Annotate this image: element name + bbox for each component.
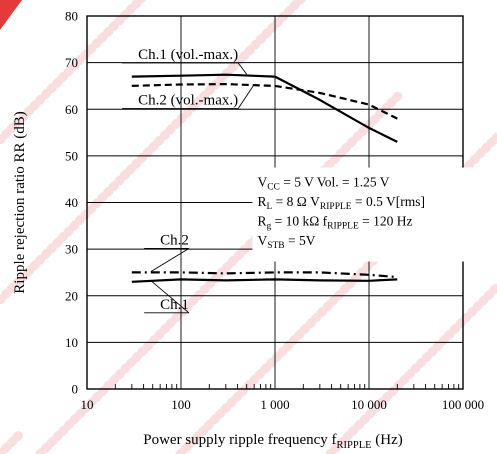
minor-ticks: [114, 384, 460, 389]
series-label-4: Ch.1: [160, 297, 189, 313]
y-tick-label: 70: [65, 55, 78, 70]
series-line-1: [131, 73, 398, 143]
y-tick-label: 10: [65, 335, 78, 350]
y-tick-label: 40: [65, 195, 78, 210]
y-tick-label: 30: [65, 242, 78, 257]
x-axis-label: Power supply ripple frequency fRIPPLE (H…: [143, 432, 403, 451]
watermark-stroke: [35, 89, 405, 454]
label-leader: [237, 62, 248, 75]
watermark-stroke: [0, 0, 147, 145]
condition-line-3: Rg = 10 kΩ fRIPPLE = 120 Hz: [257, 214, 412, 232]
x-tick-label: 10 000: [351, 397, 387, 412]
conditions-box: VCC = 5 V Vol. = 1.25 VRL = 8 Ω VRIPPLE …: [252, 167, 477, 262]
annotations: Ch.1 (vol.-max.) Ch.2 (vol.-max.) Ch.2 Ch.1: [122, 47, 255, 314]
axis-labels: Power supply ripple frequency fRIPPLE (H…: [12, 111, 403, 451]
label-leader: [150, 248, 190, 272]
watermark-stroke: [0, 0, 307, 305]
y-axis-label: Ripple rejection ratio RR (dB): [12, 111, 28, 293]
y-tick-label: 60: [65, 102, 78, 117]
y-tick-label: 0: [72, 382, 79, 397]
watermark-stroke: [0, 429, 25, 454]
y-tick-label: 20: [65, 288, 78, 303]
corner-mark: [0, 0, 22, 30]
condition-line-2: RL = 8 Ω VRIPPLE = 0.5 V[rms]: [257, 194, 425, 212]
y-tick-label: 50: [65, 148, 78, 163]
x-tick-label: 10: [81, 397, 94, 412]
x-tick-label: 100: [171, 397, 191, 412]
series-line-2: [131, 82, 398, 120]
series-label-3: Ch.2: [160, 232, 189, 248]
series-group: [131, 73, 398, 283]
label-leader: [150, 280, 190, 314]
series-label-2: Ch.2 (vol.-max.): [138, 93, 238, 109]
conditions-background: [252, 167, 477, 262]
condition-line-4: VSTB = 5V: [257, 233, 315, 251]
label-leader: [237, 84, 255, 109]
x-tick-label: 1 000: [260, 397, 289, 412]
series-line-4: [131, 278, 398, 283]
x-tick-label: 100 000: [442, 397, 484, 412]
condition-line-1: VCC = 5 V Vol. = 1.25 V: [257, 175, 389, 193]
y-tick-label: 80: [65, 9, 78, 24]
watermark-stroke: [325, 282, 497, 454]
series-label-1: Ch.1 (vol.-max.): [138, 47, 238, 63]
